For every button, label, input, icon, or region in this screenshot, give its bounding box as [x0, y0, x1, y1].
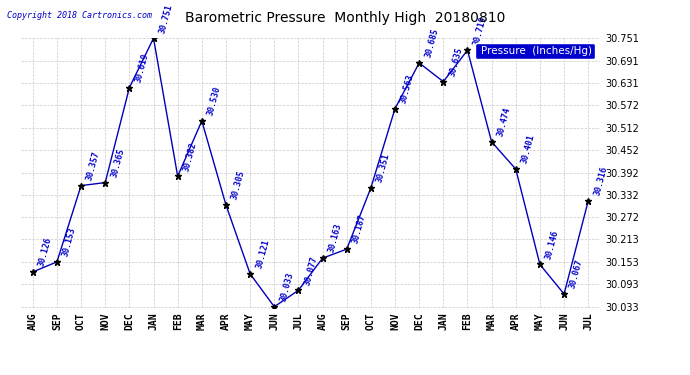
Text: 30.563: 30.563 — [400, 73, 415, 104]
Text: 30.401: 30.401 — [520, 134, 536, 165]
Legend: Pressure  (Inches/Hg): Pressure (Inches/Hg) — [475, 43, 595, 59]
Text: 30.077: 30.077 — [303, 255, 319, 286]
Text: 30.126: 30.126 — [37, 237, 53, 268]
Text: 30.530: 30.530 — [206, 86, 222, 117]
Text: 30.316: 30.316 — [593, 165, 609, 197]
Text: 30.719: 30.719 — [472, 15, 488, 46]
Text: 30.619: 30.619 — [134, 52, 150, 84]
Text: 30.121: 30.121 — [255, 238, 270, 270]
Text: 30.067: 30.067 — [569, 259, 584, 290]
Text: 30.305: 30.305 — [230, 170, 246, 201]
Text: 30.365: 30.365 — [110, 147, 126, 178]
Text: 30.187: 30.187 — [351, 214, 367, 245]
Text: 30.751: 30.751 — [158, 3, 174, 34]
Text: 30.146: 30.146 — [544, 229, 560, 260]
Text: 30.033: 30.033 — [279, 271, 295, 303]
Text: 30.351: 30.351 — [375, 152, 391, 184]
Text: 30.382: 30.382 — [182, 141, 198, 172]
Text: 30.163: 30.163 — [327, 223, 343, 254]
Text: 30.357: 30.357 — [86, 150, 101, 182]
Text: 30.685: 30.685 — [424, 27, 440, 59]
Text: 30.474: 30.474 — [496, 106, 512, 138]
Text: Copyright 2018 Cartronics.com: Copyright 2018 Cartronics.com — [7, 11, 152, 20]
Text: 30.153: 30.153 — [61, 226, 77, 258]
Text: 30.635: 30.635 — [448, 46, 464, 78]
Text: Barometric Pressure  Monthly High  20180810: Barometric Pressure Monthly High 2018081… — [185, 11, 505, 25]
